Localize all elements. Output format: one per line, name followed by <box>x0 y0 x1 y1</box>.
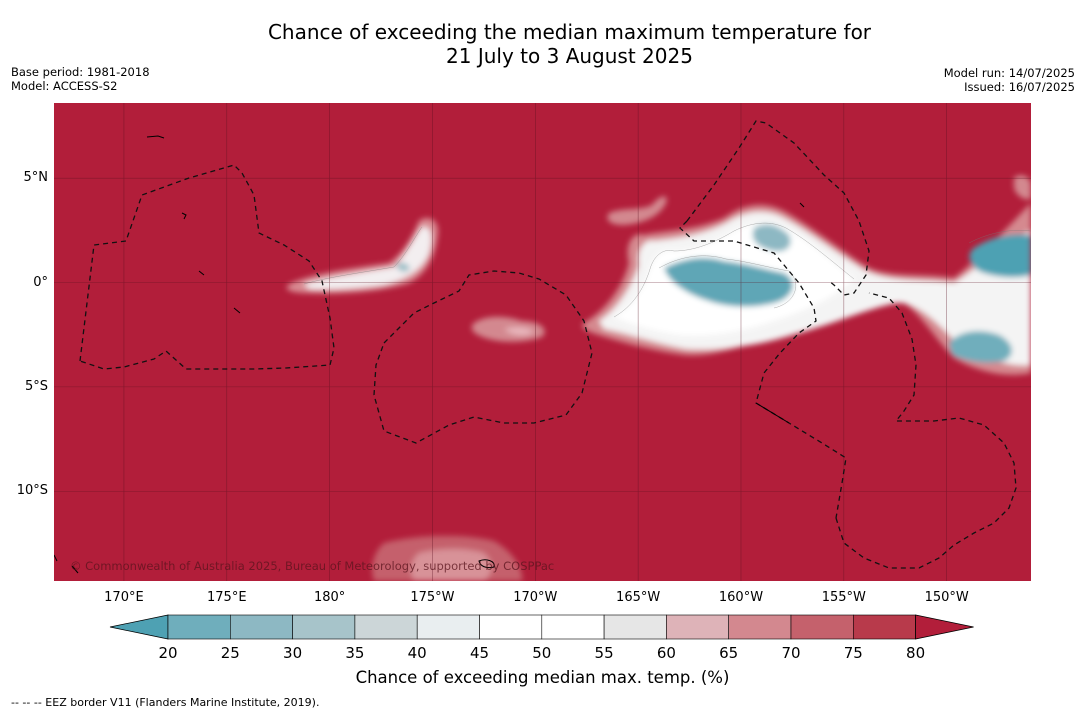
colorbar-tick-label: 65 <box>709 644 749 662</box>
colorbar-tick-label: 80 <box>896 644 936 662</box>
colorbar-tick-label: 60 <box>646 644 686 662</box>
colorbar-tick-label: 55 <box>584 644 624 662</box>
colorbar-segment <box>168 615 230 639</box>
colorbar-segment <box>293 615 355 639</box>
lon-label: 170°W <box>495 590 575 605</box>
lon-label: 160°W <box>701 590 781 605</box>
colorbar-segment <box>542 615 604 639</box>
lon-label: 175°E <box>187 590 267 605</box>
model-name: Model: ACCESS-S2 <box>11 79 150 93</box>
title-line-2: 21 July to 3 August 2025 <box>0 44 1085 68</box>
colorbar-label: Chance of exceeding median max. temp. (%… <box>0 668 1085 687</box>
colorbar-under-arrow <box>110 615 168 639</box>
meta-left: Base period: 1981-2018 Model: ACCESS-S2 <box>11 65 150 93</box>
colorbar-segment <box>853 615 915 639</box>
colorbar-tick-label: 50 <box>522 644 562 662</box>
colorbar-segment <box>417 615 479 639</box>
map-background <box>54 103 1031 581</box>
lon-label: 170°E <box>84 590 164 605</box>
meta-right: Model run: 14/07/2025 Issued: 16/07/2025 <box>944 66 1075 94</box>
model-run: Model run: 14/07/2025 <box>944 66 1075 80</box>
colorbar-tick-label: 75 <box>833 644 873 662</box>
lat-label: 5°N <box>8 170 48 185</box>
colorbar-tick-label: 70 <box>771 644 811 662</box>
lon-label: 155°W <box>804 590 884 605</box>
colorbar-over-arrow <box>916 615 974 639</box>
colorbar-segment <box>666 615 728 639</box>
colorbar-tick-label: 40 <box>397 644 437 662</box>
colorbar-segment <box>604 615 666 639</box>
colorbar-tick-label: 35 <box>335 644 375 662</box>
lat-label: 0° <box>8 275 48 290</box>
eez-footnote: -- -- -- EEZ border V11 (Flanders Marine… <box>11 696 319 709</box>
colorbar-segment <box>480 615 542 639</box>
colorbar-segment <box>355 615 417 639</box>
lat-label: 5°S <box>8 379 48 394</box>
copyright-notice: © Commonwealth of Australia 2025, Bureau… <box>70 559 554 573</box>
colorbar-segment <box>791 615 853 639</box>
base-period: Base period: 1981-2018 <box>11 65 150 79</box>
colorbar-tick-label: 45 <box>460 644 500 662</box>
colorbar-segment <box>230 615 292 639</box>
lon-label: 180° <box>290 590 370 605</box>
title-line-1: Chance of exceeding the median maximum t… <box>0 20 1085 44</box>
issued-date: Issued: 16/07/2025 <box>944 80 1075 94</box>
colorbar <box>105 614 980 644</box>
colorbar-tick-label: 30 <box>273 644 313 662</box>
lon-label: 165°W <box>598 590 678 605</box>
map-panel <box>54 103 1031 581</box>
lat-label: 10°S <box>8 483 48 498</box>
chart-title: Chance of exceeding the median maximum t… <box>0 20 1085 68</box>
colorbar-segment <box>729 615 791 639</box>
lon-label: 175°W <box>392 590 472 605</box>
colorbar-tick-label: 25 <box>210 644 250 662</box>
map-svg <box>54 103 1031 581</box>
lon-label: 150°W <box>907 590 987 605</box>
colorbar-tick-label: 20 <box>148 644 188 662</box>
